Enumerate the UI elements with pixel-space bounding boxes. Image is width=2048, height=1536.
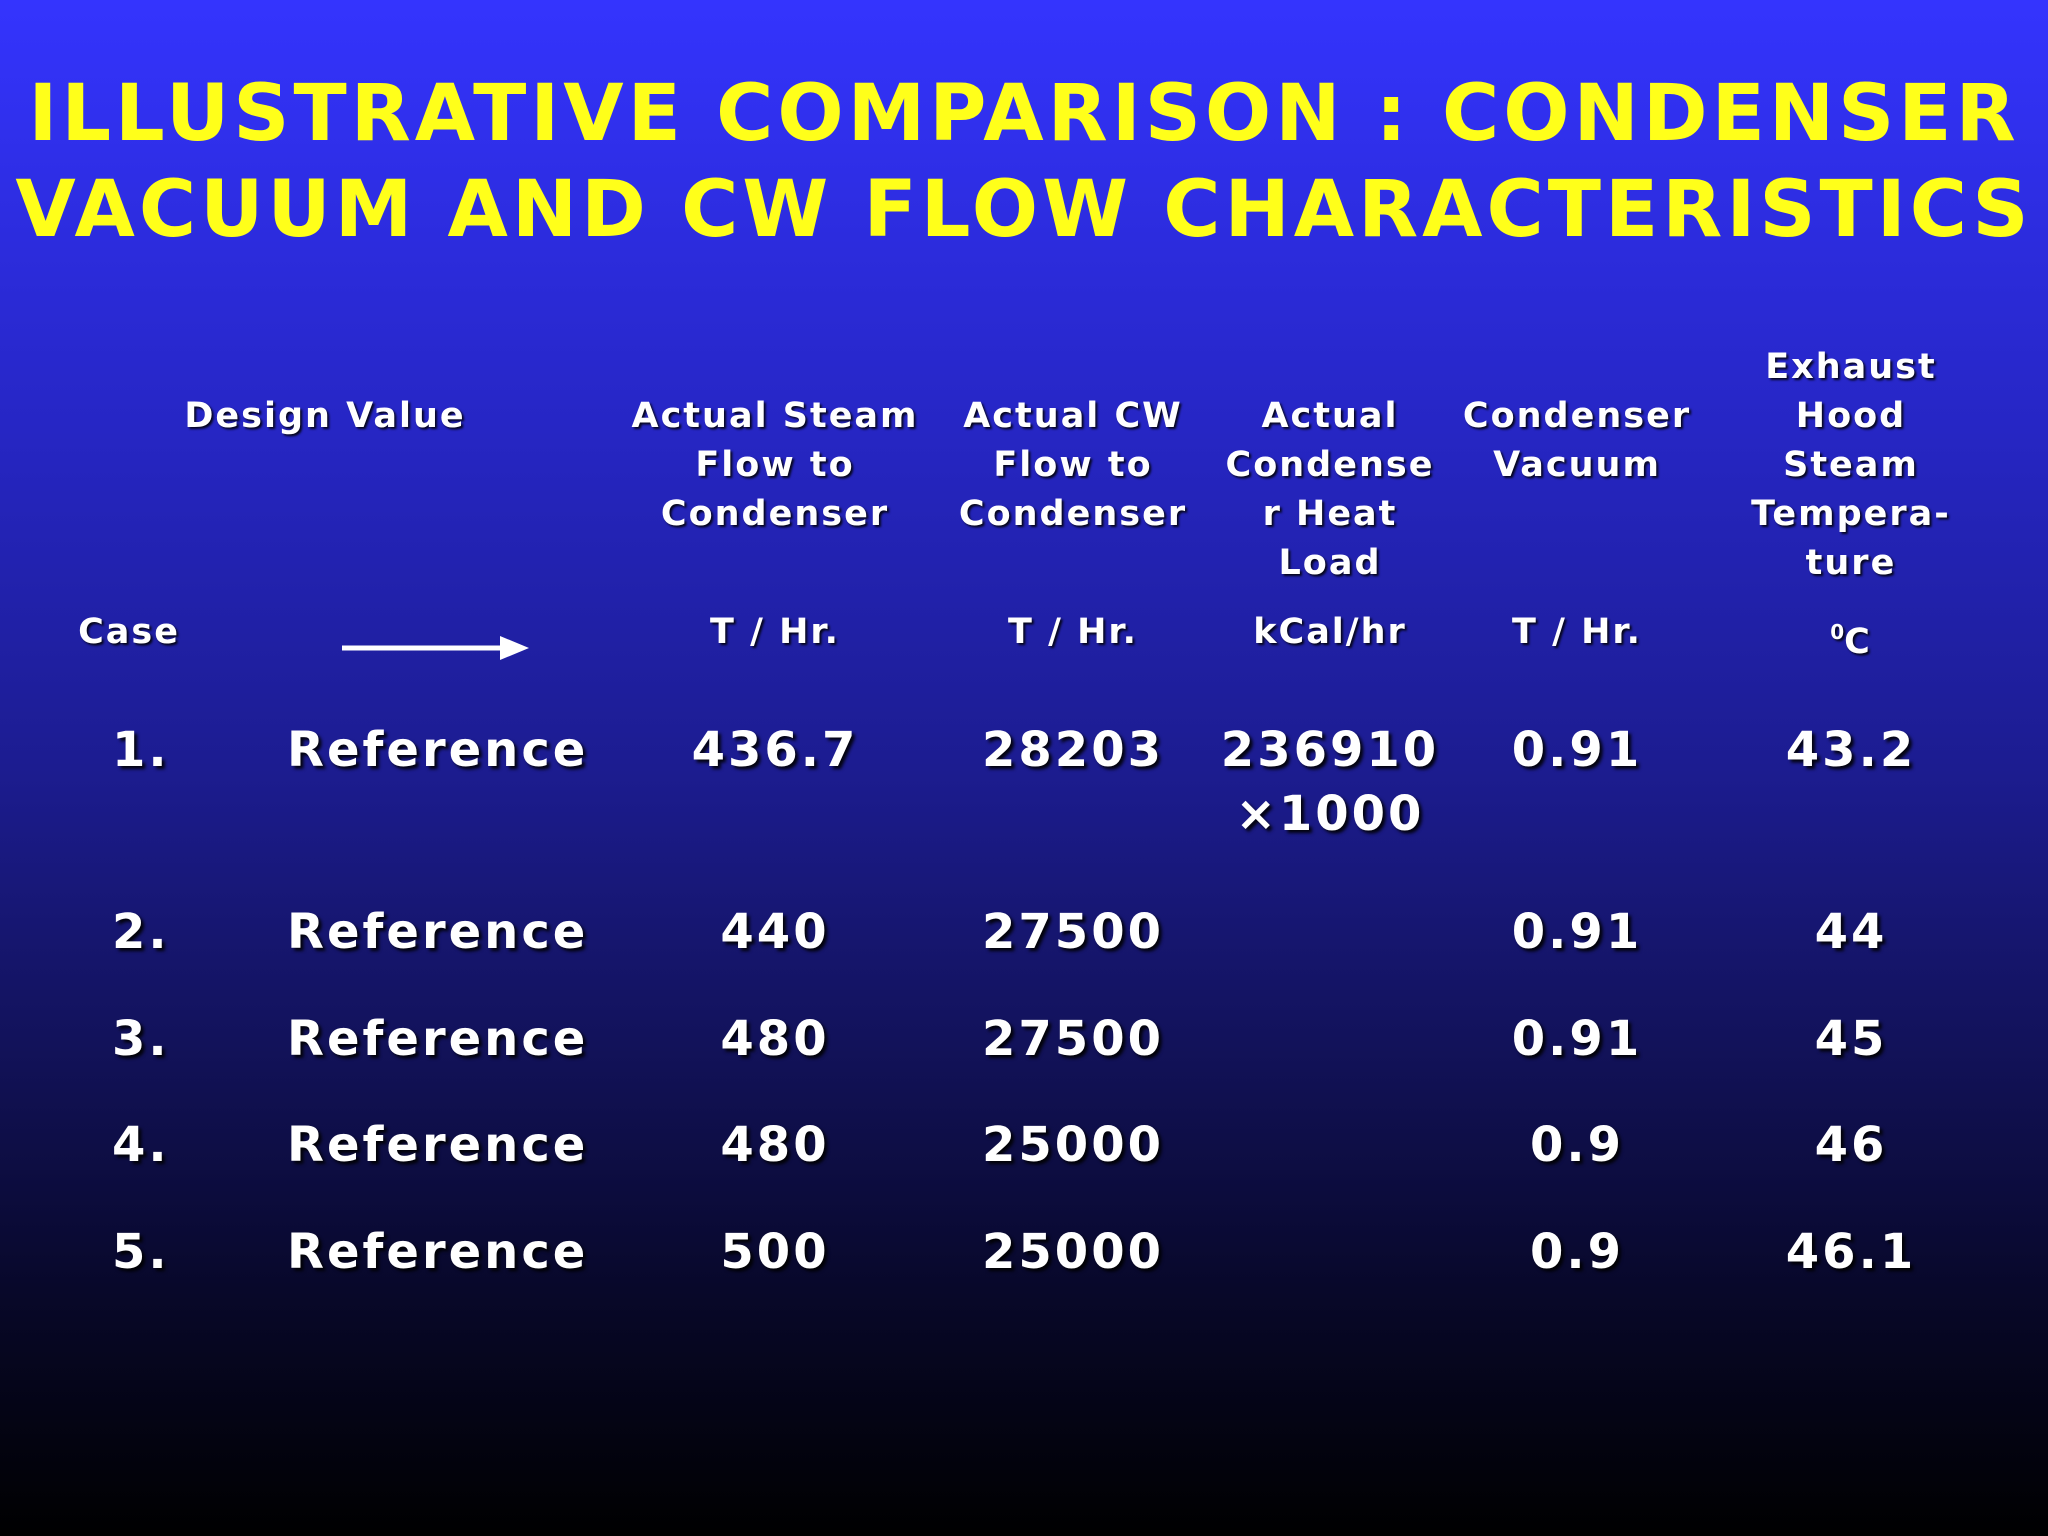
table-row-5-vacuum: 0.9 <box>1529 1224 1625 1280</box>
table-row-4-design: Reference <box>287 1117 589 1173</box>
header-exhaust-temp: Exhaust Hood Steam Tempera- ture <box>1751 347 1951 583</box>
table-row-2-cw-flow: 27500 <box>982 904 1164 960</box>
unit-exhaust-temp: 0C <box>1830 608 1872 667</box>
table-row-1-steam-flow: 436.7 <box>691 722 859 778</box>
slide-title-line-1: ILLUSTRATIVE COMPARISON : CONDENSER <box>28 69 2020 159</box>
table-row-5-cw-flow: 25000 <box>982 1224 1164 1280</box>
header-design-value: Design Value <box>184 396 466 436</box>
header-cw-flow: Actual CW Flow to Condenser <box>958 396 1188 534</box>
unit-cw-flow: T / Hr. <box>1008 612 1138 652</box>
table-row-1-heat-load-multiplier: ×1000 <box>1235 786 1425 842</box>
table-row-4-case: 4. <box>112 1117 170 1173</box>
table-row-5-exhaust-temp: 46.1 <box>1785 1224 1917 1280</box>
unit-celsius: C <box>1844 622 1872 662</box>
right-arrow-icon <box>342 636 529 660</box>
table-row-2-exhaust-temp: 44 <box>1814 904 1888 960</box>
table-row-1-cw-flow: 28203 <box>982 722 1164 778</box>
table-row-3-steam-flow: 480 <box>720 1011 830 1067</box>
table-row-5-design: Reference <box>287 1224 589 1280</box>
degree-superscript: 0 <box>1830 620 1845 644</box>
unit-condenser-vacuum: T / Hr. <box>1512 612 1642 652</box>
table-row-5-case: 5. <box>112 1224 170 1280</box>
table-row-2-vacuum: 0.91 <box>1511 904 1643 960</box>
header-steam-flow: Actual Steam Flow to Condenser <box>631 396 919 534</box>
table-row-4-cw-flow: 25000 <box>982 1117 1164 1173</box>
unit-steam-flow: T / Hr. <box>710 612 840 652</box>
case-label: Case <box>78 612 180 652</box>
table-row-1-design: Reference <box>287 722 589 778</box>
header-heat-load: Actual Condense r Heat Load <box>1225 396 1435 583</box>
header-condenser-vacuum: Condenser Vacuum <box>1462 396 1692 485</box>
table-row-1-vacuum: 0.91 <box>1511 722 1643 778</box>
unit-heat-load: kCal/hr <box>1253 612 1407 652</box>
table-row-5-steam-flow: 500 <box>720 1224 830 1280</box>
table-row-3-design: Reference <box>287 1011 589 1067</box>
table-row-2-case: 2. <box>112 904 170 960</box>
table-row-2-steam-flow: 440 <box>720 904 830 960</box>
table-row-2-design: Reference <box>287 904 589 960</box>
table-row-4-steam-flow: 480 <box>720 1117 830 1173</box>
table-row-4-vacuum: 0.9 <box>1529 1117 1625 1173</box>
table-row-1-heat-load: 236910 <box>1220 722 1440 778</box>
table-row-4-exhaust-temp: 46 <box>1814 1117 1888 1173</box>
table-row-3-case: 3. <box>112 1011 170 1067</box>
table-row-1-case: 1. <box>112 722 170 778</box>
table-row-1-exhaust-temp: 43.2 <box>1785 722 1917 778</box>
table-row-3-exhaust-temp: 45 <box>1814 1011 1888 1067</box>
table-row-3-cw-flow: 27500 <box>982 1011 1164 1067</box>
table-row-3-vacuum: 0.91 <box>1511 1011 1643 1067</box>
slide-title-line-2: VACUUM AND CW FLOW CHARACTERISTICS <box>15 165 2033 255</box>
